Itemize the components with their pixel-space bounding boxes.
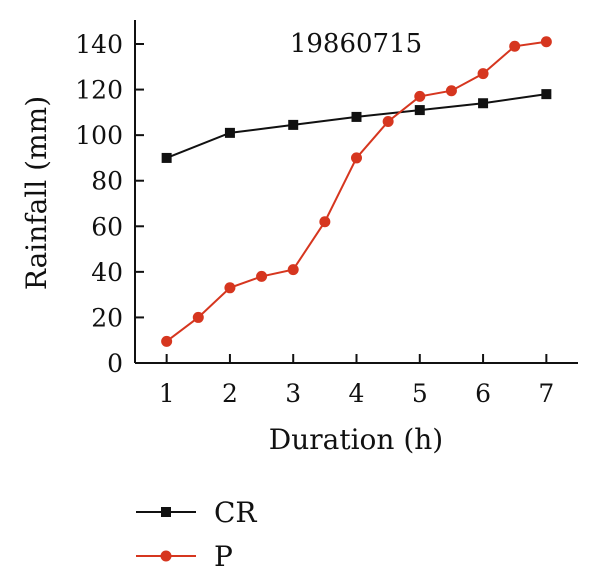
y-axis-title: Rainfall (mm) [20, 96, 53, 290]
axes [134, 20, 578, 364]
series-p-line [166, 40, 547, 343]
x-tick-label: 2 [222, 379, 238, 408]
series-p-point [382, 115, 394, 127]
series-p-point [319, 216, 331, 228]
series-cr-point [351, 111, 362, 122]
y-tick-label: 80 [91, 167, 123, 196]
series-p-point [256, 270, 268, 282]
series-p [161, 36, 552, 347]
series-p-point [540, 36, 552, 48]
series-cr-point [478, 98, 489, 109]
x-tick-label: 4 [349, 379, 365, 408]
y-tick-label: 40 [91, 258, 123, 287]
series-cr-point [414, 105, 425, 116]
y-ticks: 0 20 40 60 80 100 120 140 [75, 30, 144, 378]
y-tick-label: 120 [75, 76, 123, 105]
series-p-point [224, 282, 236, 294]
series-p-point [509, 40, 521, 52]
x-tick-label: 1 [159, 379, 175, 408]
legend-item-p: P [136, 540, 233, 573]
legend: CR P [136, 496, 257, 573]
legend-label: CR [214, 496, 257, 529]
y-tick-label: 100 [75, 121, 123, 150]
series-p-point [414, 90, 426, 102]
legend-item-cr: CR [136, 496, 257, 529]
y-tick-label: 140 [75, 30, 123, 59]
legend-marker [160, 550, 172, 562]
y-tick-label: 20 [91, 303, 123, 332]
x-ticks: 1 2 3 4 5 6 7 [159, 354, 554, 408]
series-p-point [477, 68, 489, 80]
series-p-point [445, 85, 457, 97]
series-cr-point [541, 89, 552, 100]
series-p-point [161, 335, 173, 347]
series-p-point [351, 152, 362, 164]
legend-marker [161, 507, 171, 517]
series-cr-point [288, 119, 299, 130]
y-tick-label: 0 [107, 349, 123, 378]
series-p-point [192, 311, 204, 323]
legend-label: P [214, 540, 233, 573]
series-p-point [287, 264, 299, 276]
series-cr-point [161, 152, 172, 163]
x-tick-label: 3 [285, 379, 301, 408]
y-tick-label: 60 [91, 212, 123, 241]
x-tick-label: 7 [538, 379, 554, 408]
x-tick-label: 5 [412, 379, 428, 408]
series-cr [161, 89, 552, 163]
series-cr-point [224, 127, 235, 138]
series-cr-line [166, 93, 547, 159]
x-tick-label: 6 [475, 379, 491, 408]
x-axis-title: Duration (h) [269, 423, 443, 456]
series-layer [161, 36, 552, 347]
chart-title: 19860715 [290, 29, 422, 59]
